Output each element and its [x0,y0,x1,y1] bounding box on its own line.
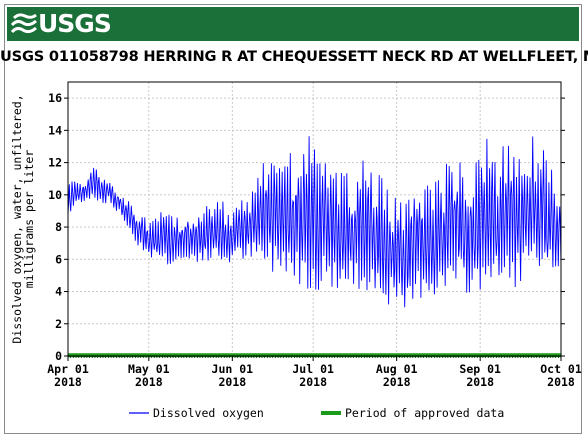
x-tick-year-label: 2018 [299,375,327,389]
x-tick-year-label: 2018 [54,375,82,389]
x-tick-label: Jun 01 [212,362,254,376]
y-tick-label: 10 [48,188,62,202]
legend-label-dissolved-oxygen: Dissolved oxygen [153,406,264,420]
y-tick-label: 4 [55,285,62,299]
usgs-logo: USGS [11,9,112,38]
y-tick-label: 0 [55,349,62,363]
y-axis-label-line: Dissolved oxygen, water, unfiltered, [10,94,24,343]
x-tick-year-label: 2018 [383,375,411,389]
y-tick-label: 12 [48,156,62,170]
series-dissolved-oxygen-line [67,136,562,308]
y-tick-label: 2 [55,317,62,331]
chart-title: USGS 011058798 HERRING R AT CHEQUESSETT … [0,48,588,65]
x-tick-label: Aug 01 [376,362,418,376]
y-tick-label: 16 [48,91,62,105]
y-axis-label-line: milligrams per liter [22,150,36,289]
legend-label-approved-data: Period of approved data [345,406,504,420]
x-tick-year-label: 2018 [466,375,494,389]
x-tick-label: Jul 01 [292,362,334,376]
x-tick-label: Oct 01 [540,362,582,376]
usgs-header-banner [7,7,579,41]
usgs-logo-text: USGS [38,9,112,38]
usgs-wave-icon [11,13,37,34]
y-tick-label: 14 [48,123,62,137]
x-tick-label: May 01 [128,362,170,376]
x-tick-year-label: 2018 [218,375,246,389]
x-tick-label: Sep 01 [459,362,501,376]
y-tick-label: 6 [55,252,62,266]
y-tick-label: 8 [55,220,62,234]
x-tick-year-label: 2018 [547,375,575,389]
plot-border [67,81,562,357]
x-tick-year-label: 2018 [135,375,163,389]
x-tick-label: Apr 01 [47,362,89,376]
